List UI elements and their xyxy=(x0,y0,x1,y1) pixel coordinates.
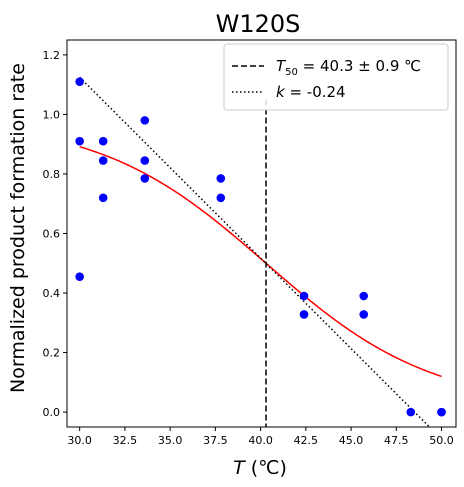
data-point xyxy=(359,310,369,319)
y-tick-label: 0.8 xyxy=(43,168,61,181)
linear-fit-line xyxy=(79,76,431,427)
y-axis-ticks: 0.0 0.2 0.4 0.6 0.8 1.0 1.2 xyxy=(43,49,67,419)
data-point xyxy=(216,174,226,183)
legend-t50-symbol: T xyxy=(276,57,287,75)
legend-label-t50: T50 = 40.3 ± 0.9 ℃ xyxy=(276,57,421,78)
data-point xyxy=(299,291,309,301)
legend-t50-subscript: 50 xyxy=(285,67,298,78)
x-axis-label-unit: (℃) xyxy=(245,457,287,479)
sigmoid-fit-curve xyxy=(79,145,442,378)
legend-label-k: k = -0.24 xyxy=(276,83,346,101)
data-point xyxy=(75,77,84,86)
data-point xyxy=(359,291,369,301)
plot-area xyxy=(75,76,446,427)
x-tick-label: 40.0 xyxy=(248,434,273,447)
legend-t50-rest: = 40.3 ± 0.9 ℃ xyxy=(298,57,421,75)
data-point xyxy=(299,310,309,319)
x-tick-label: 47.5 xyxy=(384,434,409,447)
data-point xyxy=(140,174,150,183)
y-tick-label: 1.2 xyxy=(43,49,61,62)
legend-k-symbol: k xyxy=(276,83,286,101)
x-tick-label: 45.0 xyxy=(339,434,364,447)
x-axis-label: T (℃) xyxy=(233,457,287,479)
data-point xyxy=(98,193,108,203)
legend: T50 = 40.3 ± 0.9 ℃ k = -0.24 xyxy=(223,43,449,111)
data-point xyxy=(75,136,84,146)
x-axis-ticks: 30.0 32.5 35.0 37.5 40.0 42.5 45.0 47.5 50.0 xyxy=(67,427,454,447)
data-point xyxy=(75,272,84,281)
y-tick-label: 0.0 xyxy=(43,406,61,419)
data-point xyxy=(98,136,108,146)
data-point xyxy=(140,116,150,125)
y-tick-label: 0.4 xyxy=(43,287,61,300)
data-point xyxy=(437,407,446,417)
x-tick-label: 37.5 xyxy=(203,434,228,447)
y-axis-label: Normalized product formation rate xyxy=(7,63,29,393)
data-point xyxy=(140,156,150,165)
x-tick-label: 30.0 xyxy=(67,434,92,447)
x-tick-label: 35.0 xyxy=(158,434,183,447)
data-point xyxy=(98,156,108,165)
x-tick-label: 32.5 xyxy=(113,434,138,447)
data-point xyxy=(406,407,416,417)
chart-title: W120S xyxy=(216,10,301,38)
y-tick-label: 0.6 xyxy=(43,228,61,241)
y-tick-label: 1.0 xyxy=(43,108,61,121)
legend-k-rest: = -0.24 xyxy=(285,83,346,101)
y-tick-label: 0.2 xyxy=(43,347,61,360)
x-tick-label: 50.0 xyxy=(429,434,454,447)
x-tick-label: 42.5 xyxy=(294,434,319,447)
data-point xyxy=(216,193,226,203)
x-axis-label-symbol: T xyxy=(233,457,246,479)
legend-box xyxy=(223,43,449,111)
